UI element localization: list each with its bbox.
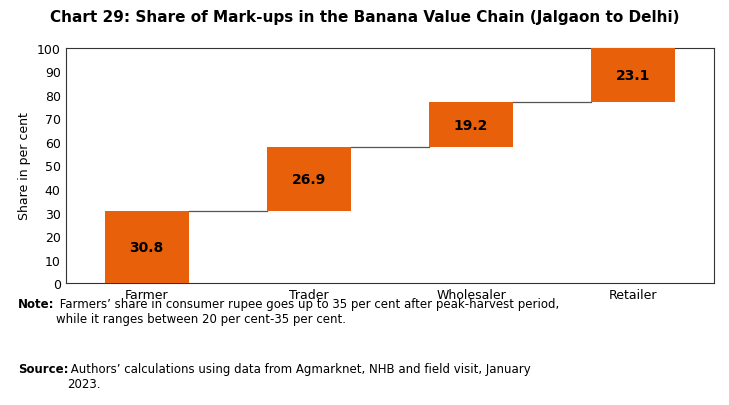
Bar bbox=[104, 211, 189, 284]
Text: Chart 29: Share of Mark-ups in the Banana Value Chain (Jalgaon to Delhi): Chart 29: Share of Mark-ups in the Banan… bbox=[50, 10, 679, 25]
Bar bbox=[267, 148, 351, 211]
Text: 30.8: 30.8 bbox=[130, 240, 164, 254]
Text: Authors’ calculations using data from Agmarknet, NHB and field visit, January
20: Authors’ calculations using data from Ag… bbox=[67, 362, 531, 390]
Text: Source:: Source: bbox=[18, 362, 69, 375]
Text: 19.2: 19.2 bbox=[454, 118, 488, 132]
Bar bbox=[429, 103, 513, 148]
Y-axis label: Share in per cent: Share in per cent bbox=[18, 112, 31, 220]
Text: Note:: Note: bbox=[18, 298, 55, 311]
Text: 23.1: 23.1 bbox=[616, 69, 650, 83]
Text: Farmers’ share in consumer rupee goes up to 35 per cent after peak-harvest perio: Farmers’ share in consumer rupee goes up… bbox=[56, 298, 559, 326]
Bar bbox=[591, 49, 676, 103]
Text: 26.9: 26.9 bbox=[292, 173, 326, 187]
